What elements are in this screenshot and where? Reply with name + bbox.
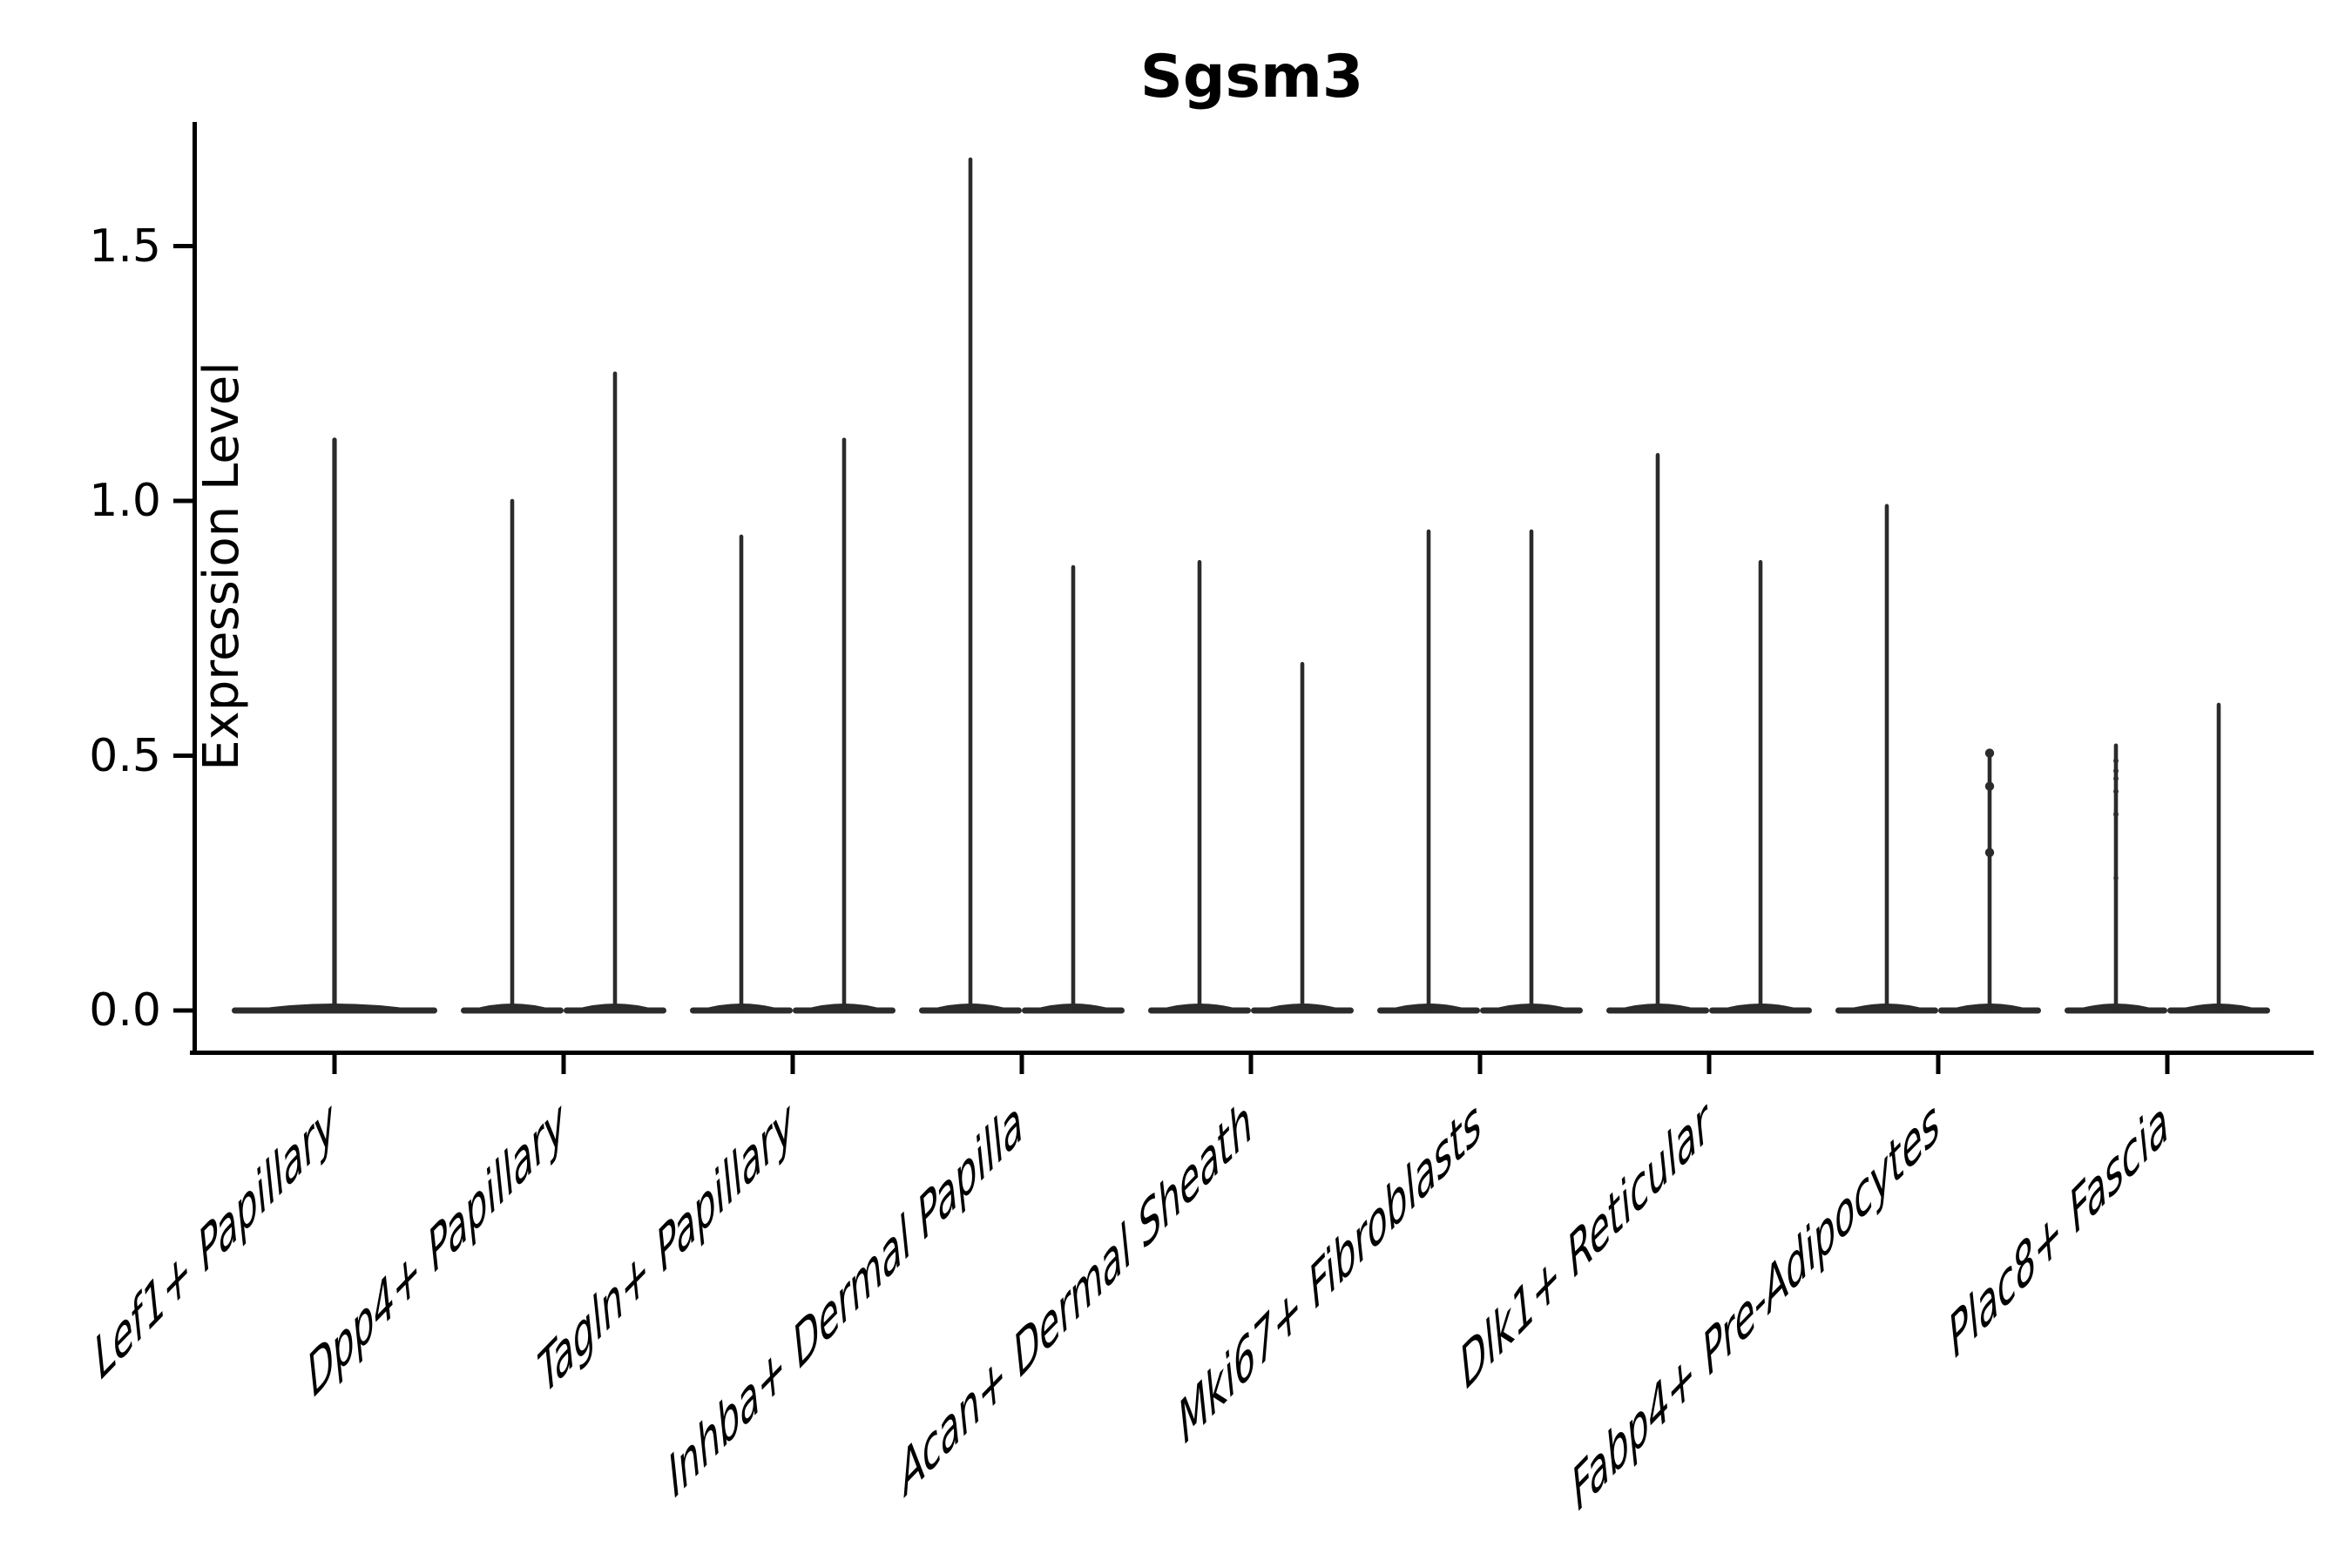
violin [564,371,666,1014]
jitter-point [1984,848,1995,857]
jitter-point [1984,781,1995,791]
jitter-point [2113,758,2119,764]
y-tick-label: 1.5 [89,220,161,273]
violin [690,534,793,1014]
violin [1480,529,1583,1014]
violin [2065,743,2167,1014]
violins-layer [232,157,2270,1014]
jitter-point [2113,788,2119,794]
jitter-point [1984,748,1995,758]
violin [232,437,437,1014]
violin [1938,748,2041,1014]
violin [1022,564,1125,1014]
violin [461,498,564,1014]
violin [1148,559,1251,1014]
axes-layer [173,122,2314,1074]
violin [1835,504,1938,1014]
chart-title: Sgsm3 [1139,43,1364,112]
jitter-point [2113,768,2119,774]
violin [1709,559,1812,1014]
y-axis-title: Expression Level [193,362,250,771]
y-tick-label: 0.5 [89,729,161,782]
y-tick-label: 1.0 [89,475,161,527]
violin [1377,529,1480,1014]
violin [1251,661,1354,1014]
violin [919,157,1022,1014]
violin [793,437,896,1014]
y-tick-label: 0.0 [89,984,161,1037]
jitter-point [2113,775,2119,781]
jitter-point [2113,875,2119,881]
violin [2167,702,2270,1014]
violin [1606,453,1709,1014]
jitter-point [2113,811,2119,817]
